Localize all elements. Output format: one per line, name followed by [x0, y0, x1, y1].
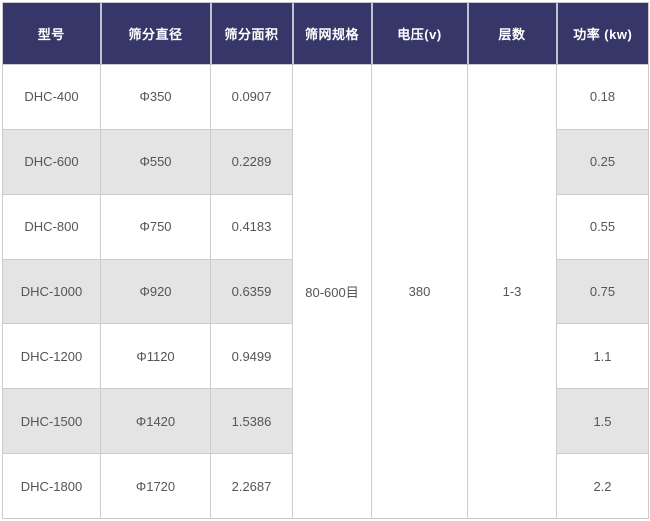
col-header-voltage: 电压(v)	[371, 2, 469, 65]
cell-power: 2.2	[556, 453, 649, 519]
cell-diameter: Φ550	[100, 128, 211, 195]
table-row: DHC-600 Φ550 0.2289 0.25	[2, 128, 649, 195]
cell-model: DHC-1000	[2, 258, 101, 325]
table-row: DHC-1000 Φ920 0.6359 0.75	[2, 258, 649, 325]
cell-model: DHC-1200	[2, 323, 101, 390]
cell-voltage-merged: 380	[371, 64, 468, 519]
cell-diameter: Φ750	[100, 193, 211, 260]
table-row: DHC-1200 Φ1120 0.9499 1.1	[2, 323, 649, 390]
col-header-power: 功率 (kw)	[556, 2, 649, 65]
cell-model: DHC-800	[2, 193, 101, 260]
cell-model: DHC-1500	[2, 388, 101, 455]
header-row: 型号 筛分直径 筛分面积 筛网规格 电压(v) 层数 功率 (kw)	[2, 2, 649, 65]
cell-diameter: Φ1120	[100, 323, 211, 390]
cell-area: 0.2289	[210, 128, 293, 195]
cell-area: 0.0907	[210, 64, 293, 130]
cell-diameter: Φ920	[100, 258, 211, 325]
table-row: DHC-1800 Φ1720 2.2687 2.2	[2, 453, 649, 519]
cell-model: DHC-1800	[2, 453, 101, 519]
cell-model: DHC-600	[2, 128, 101, 195]
col-header-layers: 层数	[467, 2, 558, 65]
cell-area: 1.5386	[210, 388, 293, 455]
cell-diameter: Φ350	[100, 64, 211, 130]
cell-area: 2.2687	[210, 453, 293, 519]
col-header-diameter: 筛分直径	[100, 2, 212, 65]
table-row: DHC-400 Φ350 0.0907 80-600目 380 1-3 0.18	[2, 64, 649, 519]
cell-area: 0.4183	[210, 193, 293, 260]
table-row: DHC-800 Φ750 0.4183 0.55	[2, 193, 649, 260]
cell-power: 0.75	[556, 258, 649, 325]
cell-diameter: Φ1420	[100, 388, 211, 455]
cell-layers-merged: 1-3	[467, 64, 557, 519]
cell-power: 1.1	[556, 323, 649, 390]
col-header-mesh: 筛网规格	[292, 2, 373, 65]
table-row: DHC-1500 Φ1420 1.5386 1.5	[2, 388, 649, 455]
col-header-model: 型号	[2, 2, 102, 65]
cell-area: 0.9499	[210, 323, 293, 390]
col-header-area: 筛分面积	[210, 2, 294, 65]
cell-diameter: Φ1720	[100, 453, 211, 519]
cell-mesh-merged: 80-600目	[292, 64, 372, 519]
cell-power: 0.25	[556, 128, 649, 195]
cell-area: 0.6359	[210, 258, 293, 325]
cell-power: 1.5	[556, 388, 649, 455]
cell-power: 0.55	[556, 193, 649, 260]
cell-power: 0.18	[556, 64, 649, 130]
cell-model: DHC-400	[2, 64, 101, 130]
